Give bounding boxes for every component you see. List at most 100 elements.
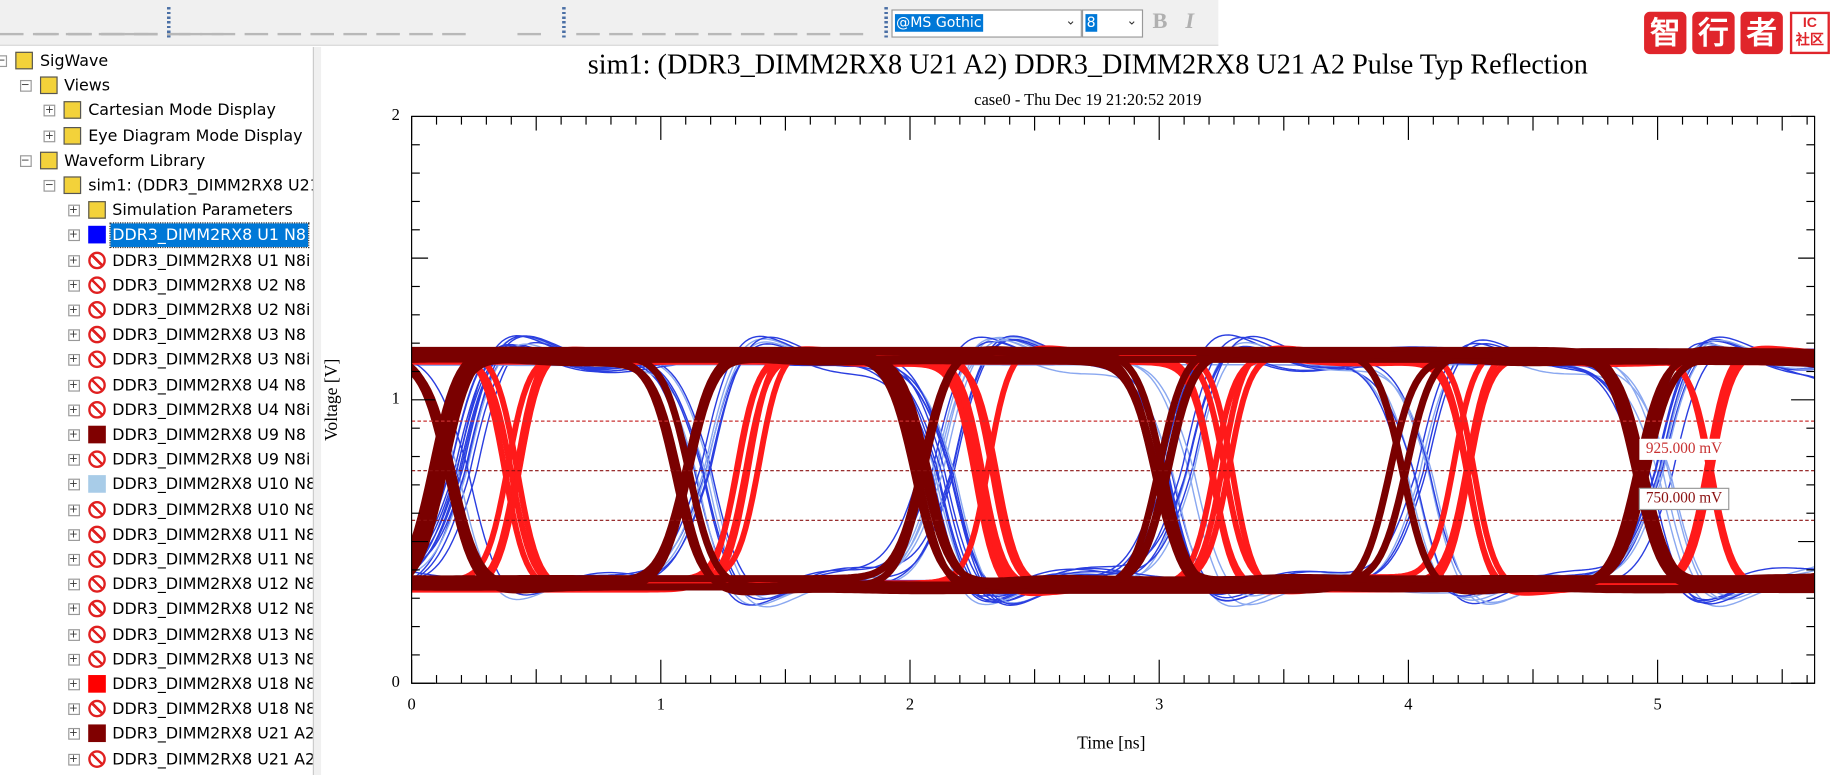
toolbar-button[interactable] bbox=[244, 12, 269, 36]
toolbar-button[interactable] bbox=[409, 12, 433, 36]
bold-button[interactable]: B bbox=[1152, 9, 1168, 35]
tree-row[interactable]: + DDR3_DIMM2RX8 U9 N8 bbox=[0, 423, 313, 447]
tree-expander[interactable]: + bbox=[67, 504, 80, 516]
toolbar-button[interactable] bbox=[101, 12, 125, 36]
tree-expander[interactable]: + bbox=[67, 703, 80, 716]
toolbar-button[interactable] bbox=[166, 12, 191, 36]
tree-row[interactable]: + DDR3_DIMM2RX8 U9 N8i bbox=[0, 448, 313, 472]
tree-row[interactable]: + DDR3_DIMM2RX8 U18 N8i bbox=[0, 698, 313, 722]
tree-expander[interactable]: + bbox=[67, 553, 80, 566]
tree-row[interactable]: + DDR3_DIMM2RX8 U1 N8 bbox=[0, 222, 313, 249]
toolbar-button[interactable] bbox=[124, 12, 149, 36]
y-tick-label: 2 bbox=[392, 105, 400, 124]
tree-expander[interactable]: − bbox=[19, 80, 32, 92]
tree-row[interactable]: + DDR3_DIMM2RX8 U11 N8 bbox=[0, 523, 313, 547]
tree-expander[interactable]: + bbox=[67, 354, 80, 367]
tree-row[interactable]: + DDR3_DIMM2RX8 U10 N8i bbox=[0, 498, 313, 522]
tree-row[interactable]: + DDR3_DIMM2RX8 U4 N8 bbox=[0, 373, 313, 397]
tree-row[interactable]: + DDR3_DIMM2RX8 U11 N8i bbox=[0, 548, 313, 572]
tree-row[interactable]: − Waveform Library bbox=[0, 149, 313, 173]
tree-expander[interactable]: + bbox=[67, 678, 80, 691]
tree-row[interactable]: + DDR3_DIMM2RX8 U12 N8i bbox=[0, 598, 313, 622]
tree-row[interactable]: + DDR3_DIMM2RX8 U12 N8 bbox=[0, 573, 313, 597]
toolbar-button[interactable] bbox=[343, 12, 367, 36]
tree-expander[interactable]: − bbox=[19, 154, 32, 167]
toolbar-button[interactable] bbox=[442, 12, 466, 36]
toolbar-button[interactable] bbox=[740, 12, 765, 36]
tree-expander[interactable]: + bbox=[67, 653, 80, 666]
reference-label-box bbox=[1639, 438, 1729, 460]
toolbar-button[interactable] bbox=[277, 12, 302, 36]
toolbar-button[interactable] bbox=[310, 12, 334, 36]
toolbar-button[interactable] bbox=[707, 12, 732, 36]
disabled-icon bbox=[87, 301, 106, 319]
tree-expander[interactable]: + bbox=[67, 279, 80, 292]
tree-expander[interactable]: + bbox=[67, 578, 80, 591]
tree-expander[interactable]: + bbox=[67, 379, 80, 392]
tree-row[interactable]: + DDR3_DIMM2RX8 U3 N8 bbox=[0, 324, 313, 348]
toolbar-button[interactable] bbox=[517, 12, 541, 36]
tree-row[interactable]: + DDR3_DIMM2RX8 U3 N8i bbox=[0, 349, 313, 373]
tree-expander[interactable]: + bbox=[67, 429, 80, 442]
italic-button[interactable]: I bbox=[1185, 9, 1195, 35]
tree-expander[interactable]: − bbox=[0, 55, 8, 68]
tree-expander[interactable]: + bbox=[67, 753, 80, 766]
tree-row[interactable]: − SigWave bbox=[0, 49, 313, 73]
toolbar-button[interactable] bbox=[609, 12, 633, 36]
tree-row[interactable]: + DDR3_DIMM2RX8 U18 N8 bbox=[0, 673, 313, 697]
toolbar-button[interactable] bbox=[642, 12, 666, 36]
tree-expander[interactable]: + bbox=[67, 304, 80, 317]
toolbar-button[interactable] bbox=[576, 12, 600, 36]
toolbar-button[interactable] bbox=[0, 12, 24, 36]
tree-row[interactable]: + Simulation Parameters bbox=[0, 199, 313, 223]
toolbar-button[interactable] bbox=[675, 12, 699, 36]
disabled-icon bbox=[87, 500, 106, 519]
tree-expander[interactable]: + bbox=[43, 130, 56, 142]
toolbar-button[interactable] bbox=[68, 12, 92, 36]
tree-row[interactable]: + DDR3_DIMM2RX8 U21 A2i bbox=[0, 747, 313, 771]
tree-expander[interactable]: + bbox=[67, 528, 80, 541]
tree-row[interactable]: + DDR3_DIMM2RX8 U4 N8i bbox=[0, 398, 313, 422]
tree-row[interactable]: + DDR3_DIMM2RX8 U13 N8i bbox=[0, 648, 313, 672]
tree-expander[interactable]: − bbox=[43, 179, 56, 192]
tree-row[interactable]: + DDR3_DIMM2RX8 U10 N8 bbox=[0, 473, 313, 497]
tree-expander[interactable]: + bbox=[67, 204, 80, 217]
toolbar-button[interactable] bbox=[806, 12, 831, 36]
size-combo[interactable]: 8 ⌄ bbox=[1081, 9, 1144, 38]
toolbar-button[interactable] bbox=[773, 12, 798, 36]
font-size: 8 bbox=[1085, 14, 1097, 32]
tree-row[interactable]: − sim1: (DDR3_DIMM2RX8 U21 A2) DDR3_DIMM2… bbox=[0, 174, 313, 198]
toolbar-button[interactable] bbox=[178, 12, 203, 36]
tree-row[interactable]: + DDR3_DIMM2RX8 U13 N8 bbox=[0, 623, 313, 647]
toolbar-button[interactable] bbox=[839, 12, 864, 36]
tree-expander[interactable]: + bbox=[43, 105, 56, 117]
tree-expander[interactable]: + bbox=[67, 728, 80, 741]
tree-row[interactable]: + DDR3_DIMM2RX8 U1 N8i bbox=[0, 249, 313, 273]
tree-row[interactable]: + Cartesian Mode Display bbox=[0, 99, 313, 123]
eye-traces bbox=[411, 334, 1815, 608]
splitter[interactable] bbox=[312, 47, 322, 775]
toolbar-button[interactable] bbox=[376, 12, 400, 36]
tree-row[interactable]: + DDR3_DIMM2RX8 U2 N8 bbox=[0, 274, 313, 298]
tree-row[interactable]: + Eye Diagram Mode Display bbox=[0, 124, 313, 148]
disabled-icon bbox=[87, 575, 106, 593]
toolbar-button[interactable] bbox=[211, 12, 236, 36]
chart: sim1: (DDR3_DIMM2RX8 U21 A2) DDR3_DIMM2R… bbox=[321, 50, 1816, 752]
tree-row[interactable]: + DDR3_DIMM2RX8 U2 N8i bbox=[0, 299, 313, 323]
toolbar-button[interactable] bbox=[199, 12, 224, 36]
tree-row[interactable]: + DDR3_DIMM2RX8 U21 A2 bbox=[0, 723, 313, 747]
tree-expander[interactable]: + bbox=[67, 229, 80, 242]
tree-row[interactable]: − Views bbox=[0, 74, 313, 98]
tree-expander[interactable]: + bbox=[67, 329, 80, 342]
tree-expander[interactable]: + bbox=[67, 404, 80, 417]
tree-expander[interactable]: + bbox=[67, 628, 80, 641]
tree-expander[interactable]: + bbox=[67, 454, 80, 466]
toolbar-separator bbox=[884, 7, 888, 38]
waveform-swatch bbox=[87, 724, 106, 743]
tree-expander[interactable]: + bbox=[67, 603, 80, 616]
toolbar-button[interactable] bbox=[35, 12, 59, 36]
x-axis-label: Time [ns] bbox=[1077, 732, 1145, 752]
font-combo[interactable]: @MS Gothic ⌄ bbox=[891, 9, 1082, 38]
tree-expander[interactable]: + bbox=[67, 254, 80, 267]
tree-expander[interactable]: + bbox=[67, 479, 80, 491]
